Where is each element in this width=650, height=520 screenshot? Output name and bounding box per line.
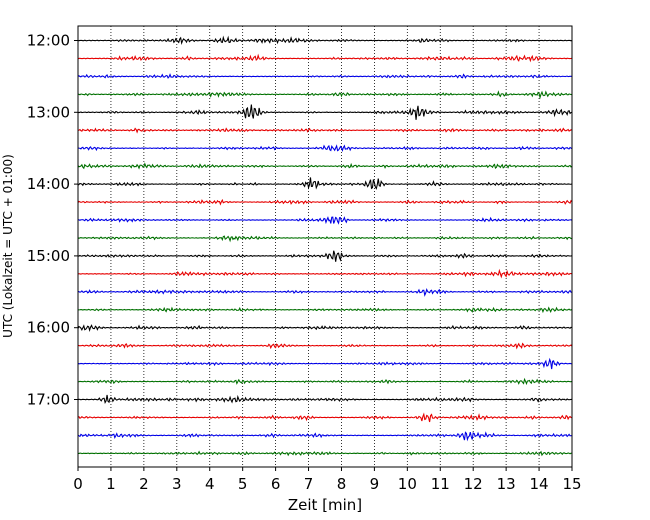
trace-line-20 xyxy=(77,394,573,405)
y-tick-label: 12:00 xyxy=(27,32,70,50)
plot-frame xyxy=(77,25,573,468)
trace-line-7 xyxy=(77,162,573,170)
trace-line-15 xyxy=(77,306,573,314)
trace-line-0 xyxy=(77,35,573,46)
x-tick-label: 11 xyxy=(431,475,450,493)
x-tick-label: 10 xyxy=(398,475,417,493)
x-tick-label: 4 xyxy=(205,475,215,493)
trace-line-22 xyxy=(77,431,573,442)
x-tick-label: 6 xyxy=(271,475,281,493)
y-tick-label: 16:00 xyxy=(27,319,70,337)
x-tick-label: 1 xyxy=(106,475,116,493)
plot-background xyxy=(78,26,572,467)
trace-line-19 xyxy=(77,377,573,386)
trace-line-4 xyxy=(77,104,573,120)
trace-line-21 xyxy=(77,412,573,423)
trace-line-13 xyxy=(77,268,573,279)
trace-line-5 xyxy=(77,127,573,134)
x-tick-label: 14 xyxy=(530,475,549,493)
seismic-traces xyxy=(77,35,573,457)
x-axis: 0 1 2 3 4 5 6 7 8 9 10 11 12 13 14 15 xyxy=(73,467,582,493)
y-tick-label: 15:00 xyxy=(27,247,70,265)
trace-line-2 xyxy=(77,73,573,79)
x-tick-label: 8 xyxy=(337,475,347,493)
x-tick-label: 3 xyxy=(172,475,182,493)
x-tick-label: 7 xyxy=(304,475,314,493)
x-tick-label: 13 xyxy=(497,475,516,493)
y-tick-label: 13:00 xyxy=(27,103,70,121)
y-axis: 12:00 13:00 14:00 15:00 16:00 17:00 xyxy=(27,32,78,409)
y-axis-label: UTC (Lokalzeit = UTC + 01:00) xyxy=(1,154,15,338)
y-tick-label: 14:00 xyxy=(27,175,70,193)
x-tick-label: 2 xyxy=(139,475,149,493)
x-tick-label: 9 xyxy=(370,475,380,493)
y-tick-label: 17:00 xyxy=(27,391,70,409)
x-axis-label: Zeit [min] xyxy=(288,496,362,514)
x-tick-label: 15 xyxy=(562,475,581,493)
trace-line-6 xyxy=(77,144,573,153)
x-tick-label: 0 xyxy=(73,475,83,493)
trace-line-8 xyxy=(77,177,573,190)
x-tick-label: 12 xyxy=(464,475,483,493)
trace-line-11 xyxy=(77,235,573,243)
trace-line-18 xyxy=(77,357,573,370)
x-tick-label: 5 xyxy=(238,475,248,493)
trace-line-23 xyxy=(77,450,573,457)
trace-line-9 xyxy=(77,198,573,206)
trace-line-12 xyxy=(77,250,573,262)
trace-line-1 xyxy=(77,53,573,63)
trace-line-17 xyxy=(77,342,573,350)
trace-line-10 xyxy=(77,216,573,225)
trace-line-14 xyxy=(77,287,573,297)
trace-line-16 xyxy=(77,324,573,332)
trace-line-3 xyxy=(77,90,573,100)
